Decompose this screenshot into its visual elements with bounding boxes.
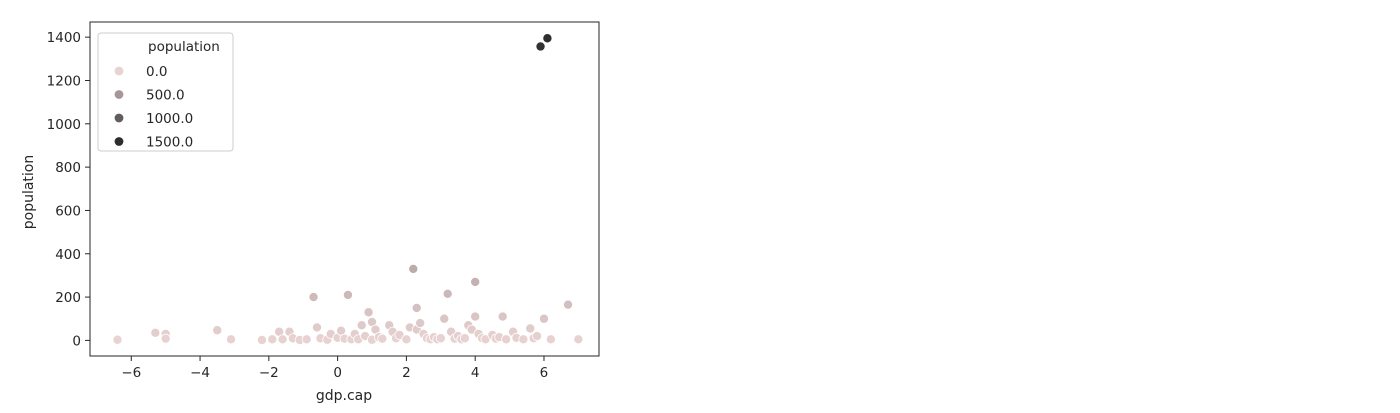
y-tick-label: 600 <box>55 203 81 219</box>
x-tick-label: −2 <box>259 365 279 381</box>
data-point <box>525 323 536 334</box>
data-point <box>542 33 553 44</box>
x-axis-label: gdp.cap <box>316 388 372 404</box>
legend-label: 0.0 <box>146 64 167 80</box>
legend-label: 1500.0 <box>146 135 193 151</box>
legend-marker <box>113 136 125 147</box>
legend-marker <box>113 112 125 124</box>
data-point <box>435 333 446 344</box>
legend-marker <box>113 89 125 100</box>
data-point <box>112 334 123 345</box>
data-point <box>401 334 412 345</box>
x-tick-label: 4 <box>471 365 480 381</box>
data-point <box>311 322 322 333</box>
y-tick-label: 400 <box>55 247 81 263</box>
y-tick-label: 1400 <box>47 30 81 46</box>
legend-title: population <box>148 39 220 55</box>
x-tick-label: 0 <box>333 365 342 381</box>
data-point <box>212 325 223 336</box>
data-point <box>256 334 267 345</box>
data-point <box>573 334 584 345</box>
x-tick-label: 6 <box>540 365 549 381</box>
plot-frame <box>89 21 600 357</box>
legend-marker <box>113 65 125 77</box>
x-tick-label: 2 <box>402 365 411 381</box>
data-point <box>563 299 574 310</box>
data-point <box>501 334 512 345</box>
data-point <box>408 263 419 274</box>
y-tick-label: 1200 <box>47 73 81 89</box>
y-tick-label: 800 <box>55 160 81 176</box>
data-point <box>267 334 278 345</box>
data-point <box>226 334 237 345</box>
y-tick-label: 0 <box>72 333 81 349</box>
data-point <box>442 288 453 299</box>
legend-label: 1000.0 <box>146 111 193 127</box>
y-axis-label: population <box>21 155 37 230</box>
data-point <box>538 313 549 324</box>
data-point <box>301 334 312 345</box>
data-point <box>150 327 161 338</box>
y-tick-label: 200 <box>55 290 81 306</box>
axes-layer: −6 −4 −2 0 2 4 6 0 200 400 600 800 1000 1200 1400 <box>47 30 549 381</box>
data-point <box>363 307 374 318</box>
x-tick-label: −6 <box>121 365 141 381</box>
legend-frame <box>97 32 234 152</box>
data-point <box>535 41 546 52</box>
data-point <box>415 318 426 329</box>
data-point <box>342 289 353 300</box>
data-point <box>277 334 288 345</box>
data-point <box>411 302 422 313</box>
data-point <box>160 333 171 344</box>
data-point <box>377 333 388 344</box>
data-point <box>470 276 481 287</box>
data-point <box>545 334 556 345</box>
data-point <box>459 333 470 344</box>
data-point <box>497 311 508 322</box>
legend: population 0.0 500.0 1000.0 1500.0 <box>97 32 234 152</box>
legend-label: 500.0 <box>146 88 185 104</box>
data-point <box>470 311 481 322</box>
data-point <box>308 292 319 303</box>
data-point <box>439 313 450 324</box>
y-tick-label: 1000 <box>47 117 81 133</box>
data-point <box>518 334 529 345</box>
data-point <box>532 331 543 342</box>
points-layer <box>112 33 584 345</box>
data-point <box>356 320 367 331</box>
x-tick-label: −4 <box>190 365 210 381</box>
